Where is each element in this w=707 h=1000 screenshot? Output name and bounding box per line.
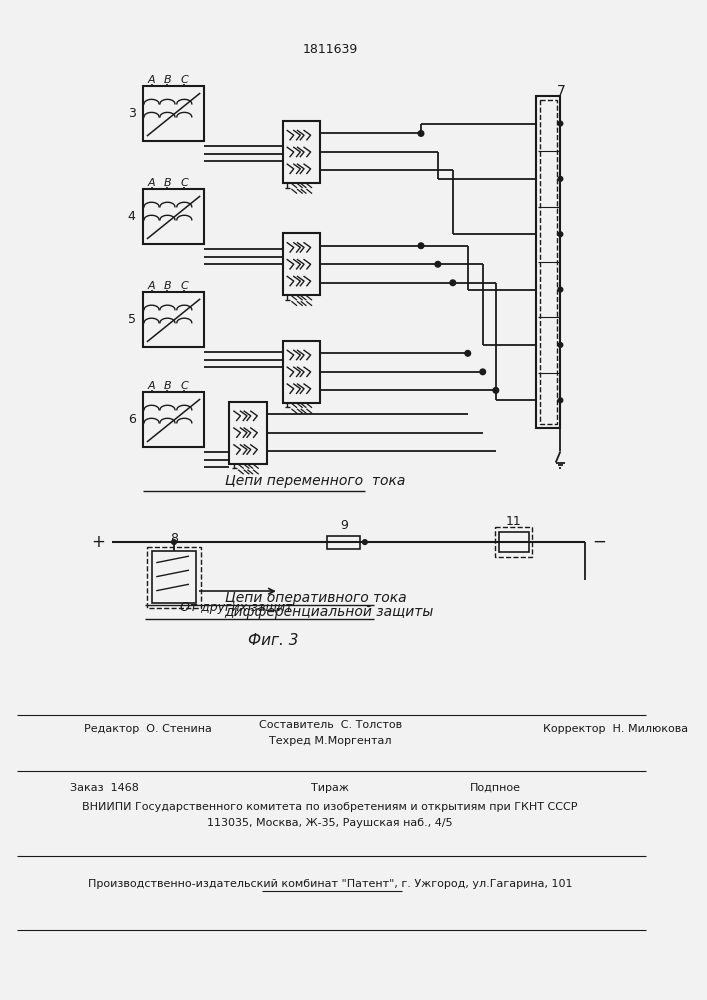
Text: B: B	[163, 178, 171, 188]
Text: 11: 11	[506, 515, 522, 528]
Text: +: +	[91, 533, 105, 551]
Circle shape	[558, 177, 563, 181]
Text: C: C	[180, 281, 188, 291]
Text: A: A	[148, 178, 156, 188]
Text: От других защит: От других защит	[180, 601, 293, 614]
Text: Тираж: Тираж	[311, 783, 349, 793]
Bar	[283, 233, 320, 295]
Text: A: A	[148, 381, 156, 391]
Bar	[540, 100, 556, 424]
Text: дифференциальной защиты: дифференциальной защиты	[225, 605, 434, 619]
Bar	[143, 392, 204, 447]
Bar	[229, 402, 267, 464]
Text: Заказ  1468: Заказ 1468	[70, 783, 139, 793]
Text: 3: 3	[128, 107, 136, 120]
Text: B: B	[163, 75, 171, 85]
Text: A: A	[148, 281, 156, 291]
Text: 113035, Москва, Ж-35, Раушская наб., 4/5: 113035, Москва, Ж-35, Раушская наб., 4/5	[207, 818, 453, 828]
Text: B: B	[163, 381, 171, 391]
Circle shape	[363, 540, 367, 544]
Text: C: C	[180, 381, 188, 391]
Text: ВНИИПИ Государственного комитета по изобретениям и открытиям при ГКНТ СССР: ВНИИПИ Государственного комитета по изоб…	[83, 802, 578, 812]
Text: Подпное: Подпное	[470, 783, 521, 793]
Bar	[327, 536, 360, 549]
Circle shape	[558, 232, 563, 237]
Text: Производственно-издательский комбинат "Патент", г. Ужгород, ул.Гагарина, 101: Производственно-издательский комбинат "П…	[88, 879, 573, 889]
Bar	[151, 551, 197, 603]
Bar	[147, 547, 201, 608]
Circle shape	[558, 287, 563, 292]
Text: 6: 6	[128, 413, 136, 426]
Text: C: C	[180, 178, 188, 188]
Text: Цепи оперативного тока: Цепи оперативного тока	[225, 591, 406, 605]
Text: Цепи переменного  тока: Цепи переменного тока	[225, 474, 405, 488]
Bar	[143, 292, 204, 347]
Circle shape	[435, 261, 440, 267]
Circle shape	[493, 388, 498, 393]
Text: A: A	[148, 75, 156, 85]
Text: Редактор  О. Стенина: Редактор О. Стенина	[84, 724, 212, 734]
Text: Фиг. 3: Фиг. 3	[248, 633, 298, 648]
Text: C: C	[180, 75, 188, 85]
Text: 8: 8	[170, 532, 178, 545]
Text: 9: 9	[340, 519, 348, 532]
Bar	[283, 121, 320, 183]
Text: 4: 4	[128, 210, 136, 223]
Circle shape	[480, 369, 486, 375]
Text: B: B	[163, 281, 171, 291]
Circle shape	[558, 398, 563, 403]
Text: Техред М.Моргентал: Техред М.Моргентал	[269, 736, 392, 746]
Bar	[283, 341, 320, 403]
Bar	[536, 96, 561, 428]
Circle shape	[465, 350, 471, 356]
Bar	[143, 86, 204, 141]
Text: 5: 5	[128, 313, 136, 326]
Bar	[498, 532, 529, 552]
Circle shape	[450, 280, 455, 286]
Bar	[143, 189, 204, 244]
Circle shape	[558, 343, 563, 347]
Circle shape	[418, 243, 423, 249]
Text: −: −	[592, 533, 606, 551]
Text: Корректор  Н. Милюкова: Корректор Н. Милюкова	[542, 724, 688, 734]
Text: 7: 7	[557, 84, 566, 98]
Circle shape	[418, 131, 423, 136]
Circle shape	[558, 121, 563, 126]
Bar	[495, 527, 532, 557]
Circle shape	[172, 540, 176, 544]
Text: Составитель  С. Толстов: Составитель С. Толстов	[259, 720, 402, 730]
Text: 1811639: 1811639	[303, 43, 358, 56]
